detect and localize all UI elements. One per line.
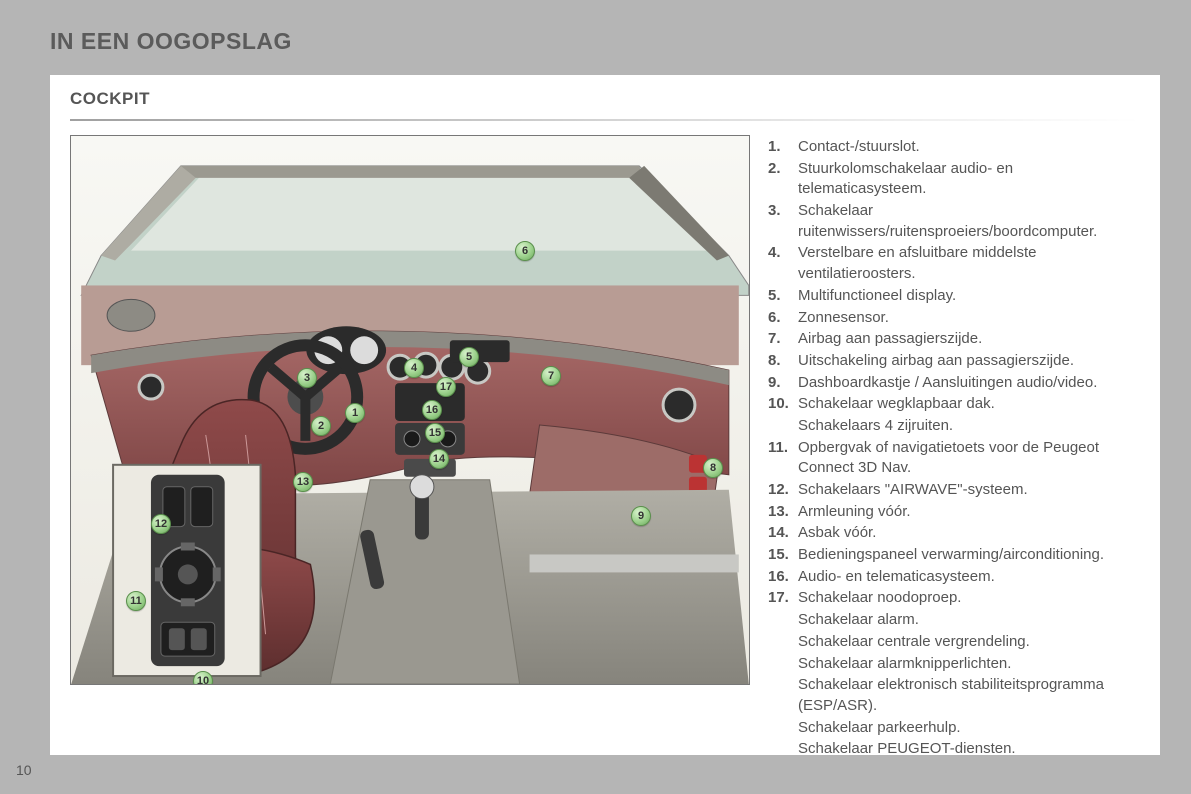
legend-num [768, 739, 798, 760]
legend-text: Zonnesensor. [798, 308, 1138, 329]
legend-text: Opbergvak of navigatietoets voor de Peug… [798, 438, 1138, 479]
legend-row: 12.Schakelaars "AIRWAVE"-systeem. [768, 480, 1138, 501]
legend-row: 2.Stuurkolomschakelaar audio- en telemat… [768, 159, 1138, 200]
legend-num: 10. [768, 394, 798, 415]
legend-num: 12. [768, 480, 798, 501]
legend-text: Schakelaars 4 zijruiten. [798, 416, 1138, 437]
legend-num: 16. [768, 567, 798, 588]
legend-row: 9.Dashboardkastje / Aansluitingen audio/… [768, 373, 1138, 394]
legend-num: 15. [768, 545, 798, 566]
legend-row: Schakelaar alarm. [768, 610, 1138, 631]
legend-text: Schakelaar alarm. [798, 610, 1138, 631]
diagram-callout-9: 9 [631, 506, 651, 526]
diagram-callout-3: 3 [297, 368, 317, 388]
legend-text: Uitschakeling airbag aan passagierszijde… [798, 351, 1138, 372]
inner-panel: COCKPIT [50, 75, 1160, 755]
legend-num: 13. [768, 502, 798, 523]
legend-num: 3. [768, 201, 798, 242]
legend-text: Armleuning vóór. [798, 502, 1138, 523]
legend-row: 11.Opbergvak of navigatietoets voor de P… [768, 438, 1138, 479]
diagram-callout-12: 12 [151, 514, 171, 534]
diagram-callout-7: 7 [541, 366, 561, 386]
legend-row: Schakelaars 4 zijruiten. [768, 416, 1138, 437]
legend-num: 7. [768, 329, 798, 350]
legend-row: 15.Bedieningspaneel verwarming/aircondit… [768, 545, 1138, 566]
legend-text: Verstelbare en afsluitbare middelste ven… [798, 243, 1138, 284]
legend-text: Audio- en telematicasysteem. [798, 567, 1138, 588]
legend-row: 4.Verstelbare en afsluitbare middelste v… [768, 243, 1138, 284]
legend-text: Bedieningspaneel verwarming/aircondition… [798, 545, 1138, 566]
legend-text: Schakelaar PEUGEOT-diensten. [798, 739, 1138, 760]
legend-num: 8. [768, 351, 798, 372]
legend-text: Multifunctioneel display. [798, 286, 1138, 307]
legend-row: 14.Asbak vóór. [768, 523, 1138, 544]
legend-num: 17. [768, 588, 798, 609]
legend-row: Schakelaar elektronisch stabiliteitsprog… [768, 675, 1138, 716]
legend-text: Schakelaar noodoproep. [798, 588, 1138, 609]
diagram-callout-1: 1 [345, 403, 365, 423]
diagram-callout-13: 13 [293, 472, 313, 492]
legend-text: Schakelaar elektronisch stabiliteitsprog… [798, 675, 1138, 716]
diagram-callout-10: 10 [193, 671, 213, 685]
legend-row: 5.Multifunctioneel display. [768, 286, 1138, 307]
legend-row: 1.Contact-/stuurslot. [768, 137, 1138, 158]
legend-num [768, 718, 798, 739]
legend-text: Schakelaars "AIRWAVE"-systeem. [798, 480, 1138, 501]
legend-row: 16.Audio- en telematicasysteem. [768, 567, 1138, 588]
divider [70, 119, 1140, 121]
legend-num: 6. [768, 308, 798, 329]
legend-text: Airbag aan passagierszijde. [798, 329, 1138, 350]
legend-row: Schakelaar alarmknipperlichten. [768, 654, 1138, 675]
legend-row: Schakelaar centrale vergrendeling. [768, 632, 1138, 653]
legend-text: Schakelaar ruitenwissers/ruitensproeiers… [798, 201, 1138, 242]
legend-num [768, 654, 798, 675]
legend-row: 17.Schakelaar noodoproep. [768, 588, 1138, 609]
legend-row: 10.Schakelaar wegklapbaar dak. [768, 394, 1138, 415]
diagram-callout-6: 6 [515, 241, 535, 261]
diagram-callout-16: 16 [422, 400, 442, 420]
legend-num [768, 610, 798, 631]
section-title: COCKPIT [70, 89, 1140, 109]
diagram-callout-17: 17 [436, 377, 456, 397]
legend-num: 14. [768, 523, 798, 544]
legend-row: 7.Airbag aan passagierszijde. [768, 329, 1138, 350]
legend-row: 13.Armleuning vóór. [768, 502, 1138, 523]
page-title: IN EEN OOGOPSLAG [50, 28, 1161, 55]
legend-text: Schakelaar alarmknipperlichten. [798, 654, 1138, 675]
legend-num: 11. [768, 438, 798, 479]
diagram-callout-2: 2 [311, 416, 331, 436]
legend-text: Dashboardkastje / Aansluitingen audio/vi… [798, 373, 1138, 394]
cockpit-diagram: 1234567891011121314151617 [70, 135, 750, 685]
legend-num [768, 632, 798, 653]
diagram-callout-8: 8 [703, 458, 723, 478]
diagram-callout-5: 5 [459, 347, 479, 367]
legend-num: 2. [768, 159, 798, 200]
legend-text: Schakelaar centrale vergrendeling. [798, 632, 1138, 653]
legend-num: 1. [768, 137, 798, 158]
legend-num: 5. [768, 286, 798, 307]
legend-num [768, 675, 798, 716]
legend-num: 9. [768, 373, 798, 394]
legend-text: Schakelaar wegklapbaar dak. [798, 394, 1138, 415]
diagram-callout-11: 11 [126, 591, 146, 611]
legend-text: Asbak vóór. [798, 523, 1138, 544]
diagram-callout-14: 14 [429, 449, 449, 469]
page-number: 10 [16, 762, 32, 778]
legend-text: Stuurkolomschakelaar audio- en telematic… [798, 159, 1138, 200]
legend-text: Contact-/stuurslot. [798, 137, 1138, 158]
legend-row: 3.Schakelaar ruitenwissers/ruitensproeie… [768, 201, 1138, 242]
legend-num: 4. [768, 243, 798, 284]
legend-row: Schakelaar parkeerhulp. [768, 718, 1138, 739]
legend-num [768, 416, 798, 437]
legend-row: 8.Uitschakeling airbag aan passagierszij… [768, 351, 1138, 372]
legend-row: 6.Zonnesensor. [768, 308, 1138, 329]
diagram-callout-4: 4 [404, 358, 424, 378]
legend-row: Schakelaar PEUGEOT-diensten. [768, 739, 1138, 760]
legend-text: Schakelaar parkeerhulp. [798, 718, 1138, 739]
cockpit-legend-list: 1.Contact-/stuurslot.2.Stuurkolomschakel… [768, 135, 1138, 761]
diagram-callout-15: 15 [425, 423, 445, 443]
